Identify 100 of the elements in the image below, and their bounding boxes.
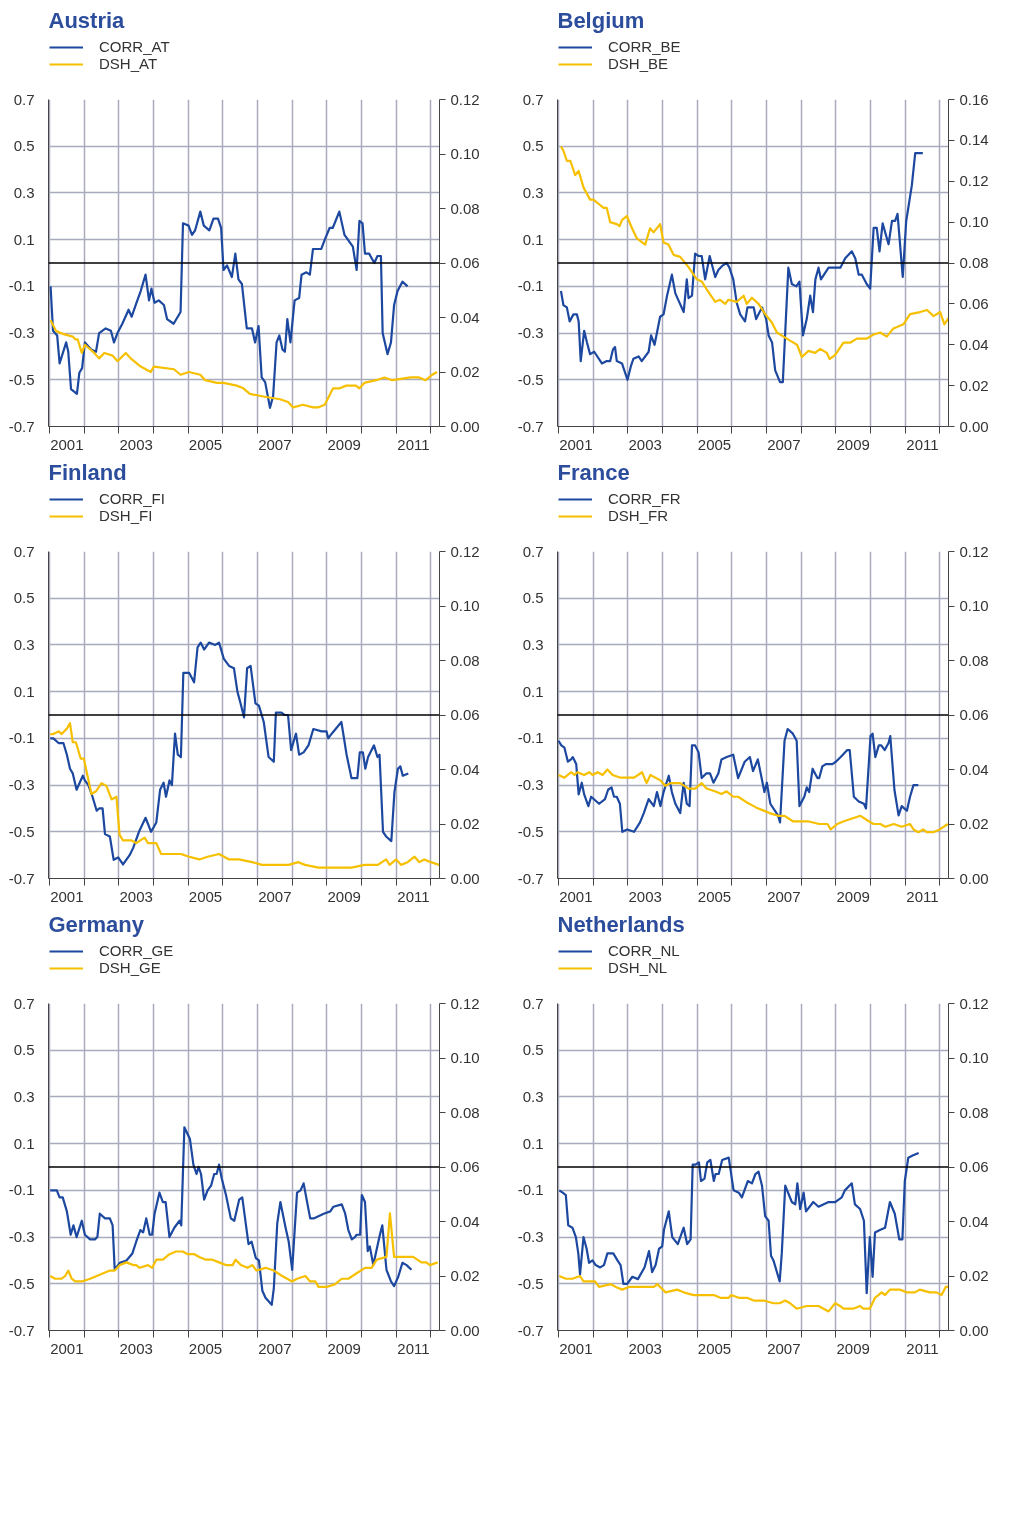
x-tick-label: 2003	[119, 1339, 153, 1357]
y2-tick-label: 0.00	[959, 869, 989, 887]
line-series	[558, 1274, 949, 1313]
line-series	[559, 152, 924, 384]
y-tick-label: -0.3	[8, 1228, 35, 1246]
y2-tick-label: 0.02	[450, 363, 480, 380]
y2-tick-label: 0.04	[959, 1212, 989, 1230]
x-tick-label: 2011	[906, 435, 939, 453]
y-tick-label: -0.1	[517, 1181, 544, 1199]
line-series	[49, 722, 440, 869]
x-tick-label: 2003	[119, 435, 153, 453]
legend-label: CORR_AT	[99, 38, 170, 55]
y-tick-label: -0.7	[8, 1321, 35, 1339]
y-tick-label: 0.3	[13, 183, 35, 201]
x-tick-label: 2001	[559, 887, 593, 905]
y2-tick-label: 0.04	[450, 1212, 480, 1230]
x-tick-label: 2003	[119, 887, 153, 905]
y-tick-label: -0.7	[517, 417, 544, 435]
chart-title: Austria	[48, 7, 126, 33]
y2-tick-label: 0.08	[959, 651, 989, 669]
y-tick-label: -0.3	[8, 324, 35, 342]
y2-tick-label: 0.12	[959, 994, 989, 1012]
x-tick-label: 2009	[327, 887, 361, 905]
line-series	[559, 145, 949, 361]
y-tick-label: -0.7	[517, 869, 544, 887]
y2-tick-label: 0.00	[450, 417, 480, 435]
y2-tick-label: 0.08	[450, 1103, 480, 1121]
line-series	[557, 768, 949, 834]
y-tick-label: 0.7	[522, 90, 544, 108]
y2-tick-label: 0.06	[450, 1158, 480, 1175]
y-tick-label: 0.3	[13, 635, 35, 653]
line-series	[49, 210, 409, 409]
x-tick-label: 2009	[836, 887, 870, 905]
y2-tick-label: 0.06	[450, 254, 480, 271]
x-tick-label: 2009	[836, 435, 870, 453]
y2-tick-label: 0.02	[959, 815, 989, 832]
y-tick-label: -0.7	[8, 417, 35, 435]
y2-tick-label: 0.12	[450, 542, 480, 560]
x-tick-label: 2009	[327, 435, 361, 453]
legend-label: DSH_FI	[99, 507, 153, 524]
x-tick-label: 2003	[628, 887, 662, 905]
x-tick-label: 2003	[628, 435, 662, 453]
y2-tick-label: 0.08	[450, 651, 480, 669]
legend-label: DSH_AT	[99, 55, 158, 72]
y-tick-label: 0.1	[522, 1134, 544, 1152]
x-tick-label: 2011	[397, 435, 430, 453]
y-tick-label: -0.1	[8, 277, 35, 295]
y2-tick-label: 0.02	[450, 1267, 480, 1284]
x-tick-label: 2005	[188, 1339, 223, 1357]
x-tick-label: 2001	[559, 435, 593, 453]
y2-tick-label: 0.16	[959, 90, 989, 108]
y-tick-label: 0.5	[522, 1041, 544, 1059]
y-tick-label: -0.5	[517, 1274, 544, 1292]
y2-tick-label: 0.00	[450, 1321, 480, 1339]
legend-label: DSH_GE	[99, 959, 161, 976]
y2-tick-label: 0.12	[450, 994, 480, 1012]
y-tick-label: 0.1	[522, 230, 544, 248]
y2-tick-label: 0.06	[959, 706, 989, 723]
x-tick-label: 2007	[258, 887, 292, 905]
x-tick-label: 2009	[836, 1339, 870, 1357]
y-tick-label: -0.1	[8, 729, 35, 747]
legend-label: DSH_NL	[608, 959, 668, 976]
line-series	[49, 641, 410, 866]
y2-tick-label: 0.00	[959, 417, 989, 435]
y-tick-label: 0.1	[522, 682, 544, 700]
y2-tick-label: 0.12	[959, 542, 989, 560]
line-series	[49, 319, 439, 409]
y-tick-label: 0.3	[13, 1087, 35, 1105]
line-series	[558, 1151, 920, 1295]
y-tick-label: 0.5	[522, 589, 544, 607]
y2-tick-label: 0.10	[450, 145, 480, 162]
y-tick-label: 0.7	[13, 542, 35, 560]
y-tick-label: 0.7	[13, 994, 35, 1012]
y-tick-label: -0.1	[517, 277, 544, 295]
y-tick-label: 0.3	[522, 1087, 544, 1105]
y-tick-label: 0.5	[13, 1041, 35, 1059]
y-tick-label: -0.3	[517, 776, 544, 794]
y-tick-label: 0.7	[522, 542, 544, 560]
x-tick-label: 2007	[767, 435, 801, 453]
line-series	[49, 1126, 413, 1306]
y2-tick-label: 0.08	[450, 199, 480, 217]
y-tick-label: 0.3	[522, 635, 544, 653]
legend-label: DSH_FR	[608, 507, 669, 524]
y2-tick-label: 0.06	[450, 706, 480, 723]
y2-tick-label: 0.10	[450, 1049, 480, 1066]
x-tick-label: 2011	[397, 887, 430, 905]
y2-tick-label: 0.10	[959, 597, 989, 614]
y2-tick-label: 0.08	[959, 254, 989, 271]
x-tick-label: 2007	[767, 1339, 801, 1357]
line-series	[49, 1212, 439, 1288]
x-tick-label: 2005	[188, 435, 223, 453]
y2-tick-label: 0.00	[959, 1321, 989, 1339]
x-tick-label: 2005	[188, 887, 223, 905]
y-tick-label: -0.5	[8, 822, 35, 840]
y2-tick-label: 0.12	[959, 172, 989, 190]
x-tick-label: 2009	[327, 1339, 361, 1357]
x-tick-label: 2003	[628, 1339, 662, 1357]
x-tick-label: 2005	[697, 1339, 732, 1357]
y2-tick-label: 0.02	[959, 376, 989, 394]
x-tick-label: 2011	[906, 887, 939, 905]
